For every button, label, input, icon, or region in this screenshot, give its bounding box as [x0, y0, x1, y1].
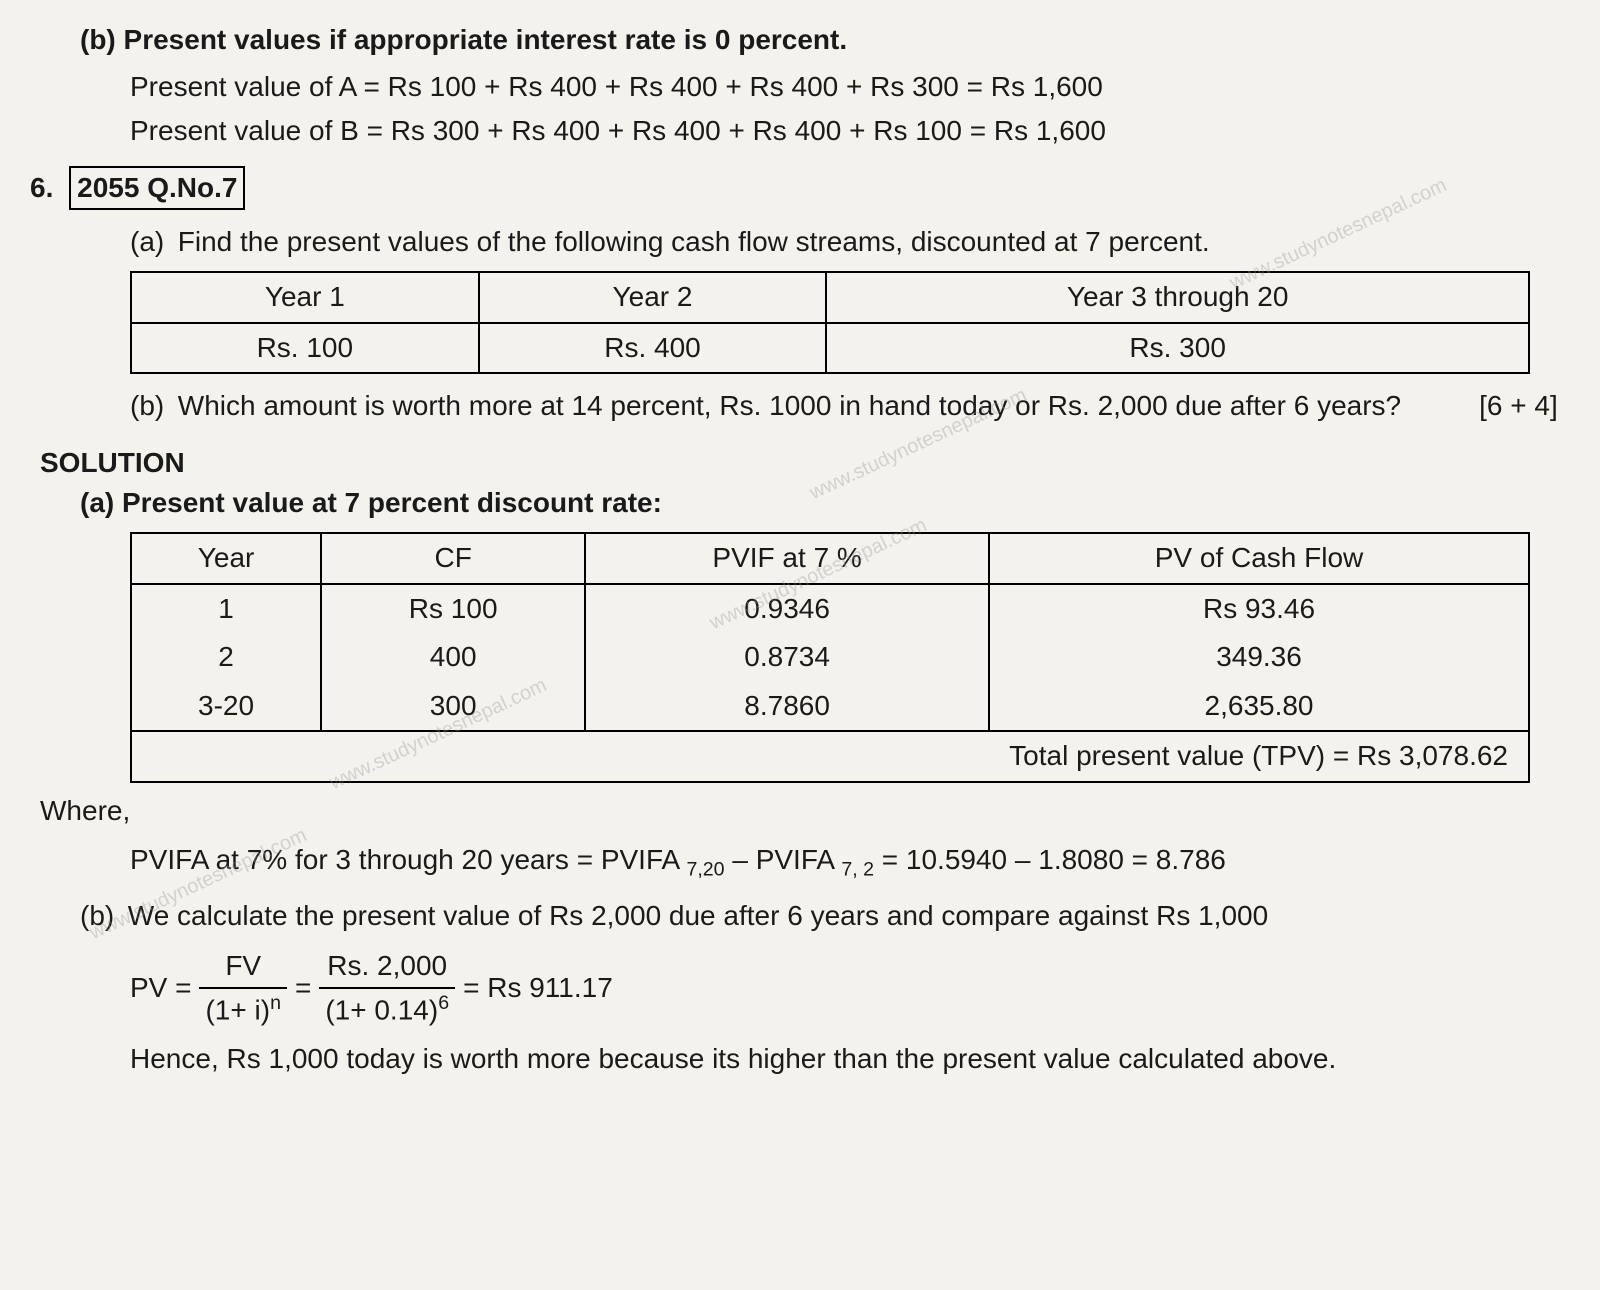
cf-val-3: Rs. 300 — [826, 323, 1529, 374]
solution-heading: SOLUTION — [40, 443, 1570, 484]
pv-r3c1: 3-20 — [131, 682, 321, 732]
cf-header-3: Year 3 through 20 — [826, 272, 1529, 323]
formula-eq1: = — [295, 968, 311, 1009]
frac1-num: FV — [199, 946, 286, 989]
cashflow-table: Year 1 Year 2 Year 3 through 20 Rs. 100 … — [130, 271, 1530, 374]
table-row: Total present value (TPV) = Rs 3,078.62 — [131, 731, 1529, 782]
formula-frac2: Rs. 2,000 (1+ 0.14)6 — [319, 946, 455, 1031]
sub-q-b-text: Which amount is worth more at 14 percent… — [178, 386, 1558, 427]
table-row: 3-20 300 8.7860 2,635.80 — [131, 682, 1529, 732]
pv-r3c3: 8.7860 — [585, 682, 989, 732]
pvifa-mid: – PVIFA — [725, 844, 842, 875]
table-row: Year CF PVIF at 7 % PV of Cash Flow — [131, 533, 1529, 584]
pv-line-a: Present value of A = Rs 100 + Rs 400 + R… — [130, 67, 1570, 108]
pv-h3: PVIF at 7 % — [585, 533, 989, 584]
pv-formula: PV = FV (1+ i)n = Rs. 2,000 (1+ 0.14)6 =… — [130, 946, 1570, 1031]
frac1-den-exp: n — [270, 992, 281, 1014]
table-row: 1 Rs 100 0.9346 Rs 93.46 — [131, 584, 1529, 634]
cf-header-2: Year 2 — [479, 272, 827, 323]
pv-r3c4: 2,635.80 — [989, 682, 1529, 732]
pv-r2c3: 0.8734 — [585, 633, 989, 682]
frac2-num: Rs. 2,000 — [319, 946, 455, 989]
pv-total: Total present value (TPV) = Rs 3,078.62 — [131, 731, 1529, 782]
pv-r1c4: Rs 93.46 — [989, 584, 1529, 634]
sol-b-label: (b) — [80, 896, 120, 937]
pvifa-sub2: 7, 2 — [841, 858, 874, 880]
cf-header-1: Year 1 — [131, 272, 479, 323]
frac1-den: (1+ i)n — [199, 989, 286, 1031]
pv-table: Year CF PVIF at 7 % PV of Cash Flow 1 Rs… — [130, 532, 1530, 783]
frac2-den: (1+ 0.14)6 — [319, 989, 455, 1031]
formula-result: = Rs 911.17 — [463, 968, 613, 1009]
where-label: Where, — [40, 791, 1570, 832]
pv-h1: Year — [131, 533, 321, 584]
marks: [6 + 4] — [1479, 386, 1558, 427]
pv-h2: CF — [321, 533, 585, 584]
frac2-den-exp: 6 — [438, 992, 449, 1014]
sub-q-a-label: (a) — [130, 222, 170, 263]
frac2-den-base: (1+ 0.14) — [325, 994, 438, 1025]
table-row: 2 400 0.8734 349.36 — [131, 633, 1529, 682]
pv-r2c4: 349.36 — [989, 633, 1529, 682]
question-number: 6. — [30, 168, 53, 209]
table-row: Year 1 Year 2 Year 3 through 20 — [131, 272, 1529, 323]
sol-b-intro: We calculate the present value of Rs 2,0… — [128, 896, 1558, 937]
pv-r1c3: 0.9346 — [585, 584, 989, 634]
sub-q-b-body-text: Which amount is worth more at 14 percent… — [178, 390, 1401, 421]
pv-r3c2: 300 — [321, 682, 585, 732]
pvifa-suffix: = 10.5940 – 1.8080 = 8.786 — [874, 844, 1226, 875]
question-ref-box: 2055 Q.No.7 — [69, 166, 245, 211]
pvifa-sub1: 7,20 — [686, 858, 724, 880]
table-row: Rs. 100 Rs. 400 Rs. 300 — [131, 323, 1529, 374]
pvifa-line: PVIFA at 7% for 3 through 20 years = PVI… — [130, 840, 1570, 884]
solution-a-heading: (a) Present value at 7 percent discount … — [80, 483, 1570, 524]
pv-r1c2: Rs 100 — [321, 584, 585, 634]
conclusion: Hence, Rs 1,000 today is worth more beca… — [130, 1039, 1570, 1080]
pv-line-b: Present value of B = Rs 300 + Rs 400 + R… — [130, 111, 1570, 152]
formula-frac1: FV (1+ i)n — [199, 946, 286, 1031]
pv-r2c2: 400 — [321, 633, 585, 682]
cf-val-1: Rs. 100 — [131, 323, 479, 374]
pv-h4: PV of Cash Flow — [989, 533, 1529, 584]
pv-r1c1: 1 — [131, 584, 321, 634]
frac1-den-base: (1+ i) — [205, 994, 270, 1025]
sub-q-a-text: Find the present values of the following… — [178, 222, 1558, 263]
sub-q-b-label: (b) — [130, 386, 170, 427]
pvifa-prefix: PVIFA at 7% for 3 through 20 years = PVI… — [130, 844, 686, 875]
prev-part-b-heading: (b) Present values if appropriate intere… — [80, 20, 1570, 61]
pv-r2c1: 2 — [131, 633, 321, 682]
formula-lhs: PV = — [130, 968, 191, 1009]
cf-val-2: Rs. 400 — [479, 323, 827, 374]
